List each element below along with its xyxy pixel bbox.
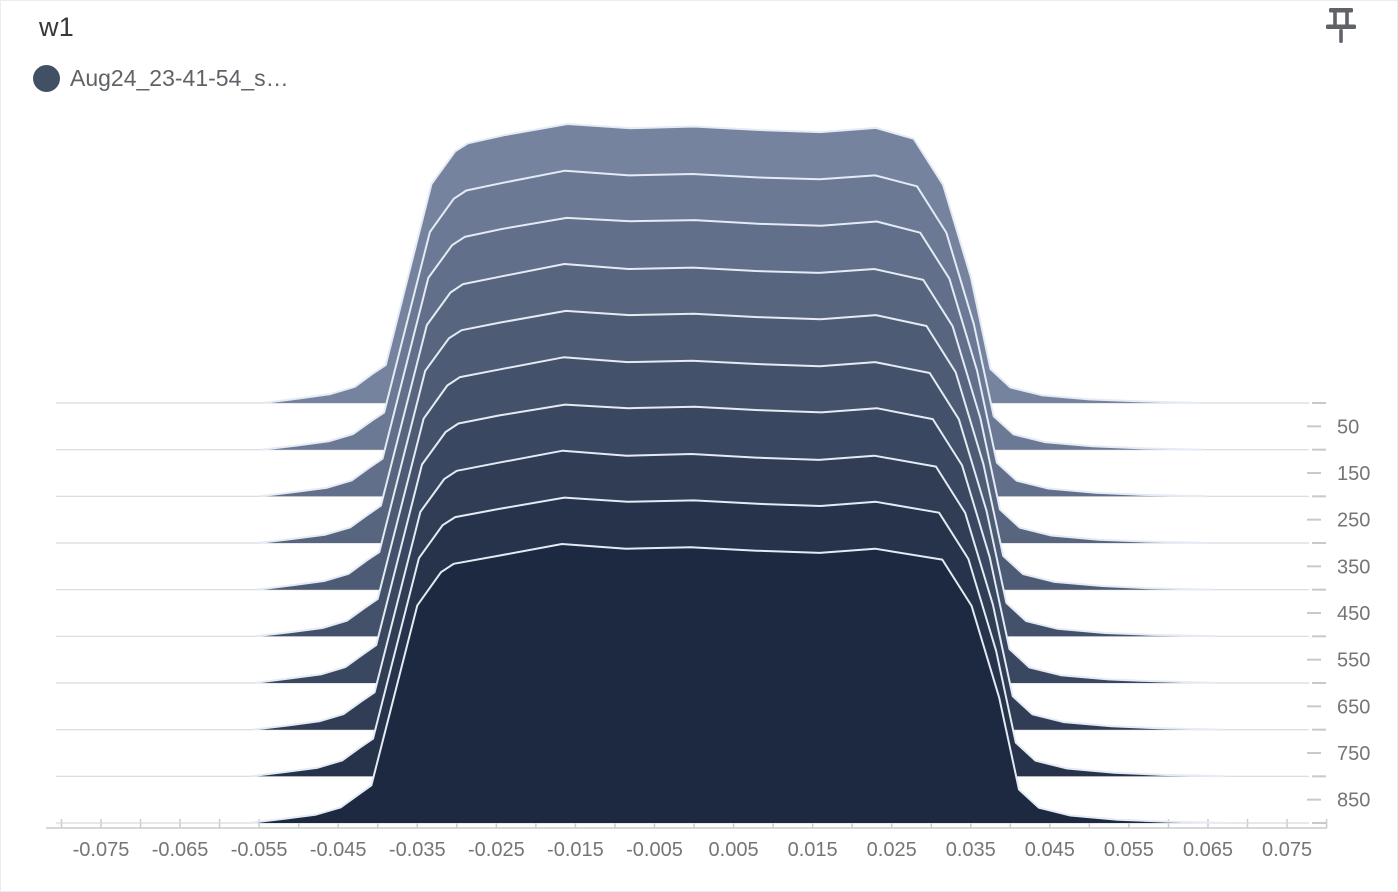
svg-text:-0.045: -0.045 xyxy=(310,839,367,861)
svg-text:450: 450 xyxy=(1337,603,1370,625)
svg-text:50: 50 xyxy=(1337,416,1359,438)
pin-card-button[interactable] xyxy=(1321,7,1361,53)
svg-text:0.035: 0.035 xyxy=(946,839,996,861)
svg-text:850: 850 xyxy=(1337,790,1370,812)
svg-text:-0.025: -0.025 xyxy=(468,839,525,861)
svg-text:-0.015: -0.015 xyxy=(547,839,604,861)
svg-text:550: 550 xyxy=(1337,650,1370,672)
svg-text:150: 150 xyxy=(1337,463,1370,485)
legend-run-label: Aug24_23-41-54_s… xyxy=(70,64,289,91)
svg-text:-0.035: -0.035 xyxy=(389,839,446,861)
svg-text:0.015: 0.015 xyxy=(788,839,838,861)
svg-text:0.005: 0.005 xyxy=(709,839,759,861)
svg-text:-0.055: -0.055 xyxy=(231,839,288,861)
svg-text:0.065: 0.065 xyxy=(1183,839,1233,861)
svg-text:0.045: 0.045 xyxy=(1025,839,1075,861)
svg-text:0.025: 0.025 xyxy=(867,839,917,861)
svg-text:750: 750 xyxy=(1337,743,1370,765)
svg-text:350: 350 xyxy=(1337,556,1370,578)
svg-text:250: 250 xyxy=(1337,510,1370,532)
legend: Aug24_23-41-54_s… xyxy=(33,63,289,93)
svg-text:-0.075: -0.075 xyxy=(73,839,130,861)
svg-text:-0.005: -0.005 xyxy=(626,839,683,861)
card-title: w1 xyxy=(39,12,74,42)
legend-run-color-dot xyxy=(33,64,60,92)
svg-text:-0.065: -0.065 xyxy=(152,839,209,861)
svg-text:650: 650 xyxy=(1337,696,1370,718)
svg-text:0.055: 0.055 xyxy=(1104,839,1154,861)
svg-text:0.075: 0.075 xyxy=(1262,839,1312,861)
push-pin-icon xyxy=(1326,8,1356,43)
